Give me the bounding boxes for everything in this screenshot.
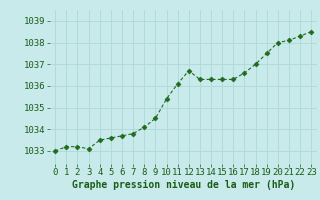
X-axis label: Graphe pression niveau de la mer (hPa): Graphe pression niveau de la mer (hPa) xyxy=(72,180,295,190)
